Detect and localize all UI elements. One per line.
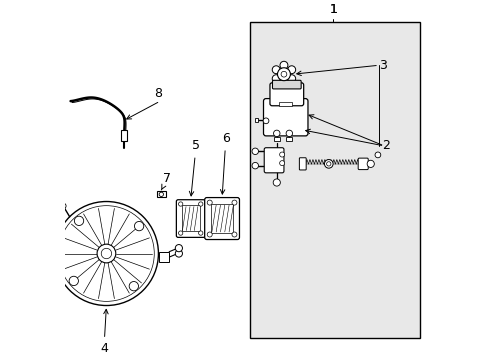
Ellipse shape: [280, 61, 287, 69]
Circle shape: [285, 130, 292, 136]
Circle shape: [69, 276, 78, 285]
Circle shape: [207, 200, 212, 205]
Ellipse shape: [272, 66, 280, 74]
Circle shape: [251, 148, 258, 154]
Circle shape: [366, 160, 373, 167]
Circle shape: [279, 152, 284, 157]
Ellipse shape: [287, 66, 295, 74]
Ellipse shape: [280, 79, 287, 87]
Circle shape: [231, 200, 237, 205]
FancyBboxPatch shape: [299, 158, 305, 170]
Circle shape: [175, 250, 182, 257]
FancyBboxPatch shape: [269, 83, 303, 106]
Bar: [121, 130, 127, 140]
Text: 5: 5: [189, 139, 200, 196]
Text: 4: 4: [100, 309, 108, 355]
Circle shape: [198, 231, 203, 235]
Circle shape: [279, 161, 284, 166]
Circle shape: [129, 282, 138, 291]
Circle shape: [60, 203, 66, 209]
Circle shape: [263, 118, 268, 124]
Text: 1: 1: [329, 3, 337, 16]
Circle shape: [251, 162, 258, 169]
Circle shape: [273, 179, 280, 186]
Bar: [255, 118, 258, 122]
Text: 2: 2: [382, 139, 389, 152]
Bar: [211, 204, 233, 233]
Ellipse shape: [287, 75, 295, 83]
Text: 7: 7: [161, 172, 171, 190]
Circle shape: [273, 130, 280, 136]
FancyBboxPatch shape: [204, 198, 239, 239]
Circle shape: [207, 232, 212, 237]
Circle shape: [281, 71, 286, 77]
FancyBboxPatch shape: [272, 80, 301, 89]
FancyBboxPatch shape: [357, 158, 367, 170]
FancyBboxPatch shape: [176, 200, 204, 237]
Circle shape: [175, 244, 182, 252]
Text: 1: 1: [329, 3, 337, 16]
Bar: [286, 137, 292, 140]
Circle shape: [277, 68, 290, 81]
Text: 3: 3: [378, 59, 386, 72]
Circle shape: [134, 221, 143, 231]
Ellipse shape: [272, 75, 280, 83]
Circle shape: [178, 231, 183, 235]
Bar: [279, 102, 292, 106]
Circle shape: [198, 202, 203, 206]
Bar: [157, 192, 165, 197]
Circle shape: [159, 192, 163, 197]
FancyBboxPatch shape: [264, 148, 284, 173]
Circle shape: [74, 216, 83, 225]
Circle shape: [178, 202, 183, 206]
Text: 6: 6: [220, 132, 229, 194]
FancyBboxPatch shape: [263, 99, 307, 136]
Circle shape: [374, 152, 380, 158]
Circle shape: [231, 232, 237, 237]
Circle shape: [324, 159, 332, 168]
Bar: [273, 137, 279, 140]
Circle shape: [54, 202, 158, 306]
Circle shape: [101, 248, 111, 259]
Text: 8: 8: [154, 87, 162, 100]
Bar: [182, 205, 199, 231]
Bar: [249, 22, 419, 338]
Circle shape: [97, 244, 116, 263]
Bar: [159, 252, 169, 262]
